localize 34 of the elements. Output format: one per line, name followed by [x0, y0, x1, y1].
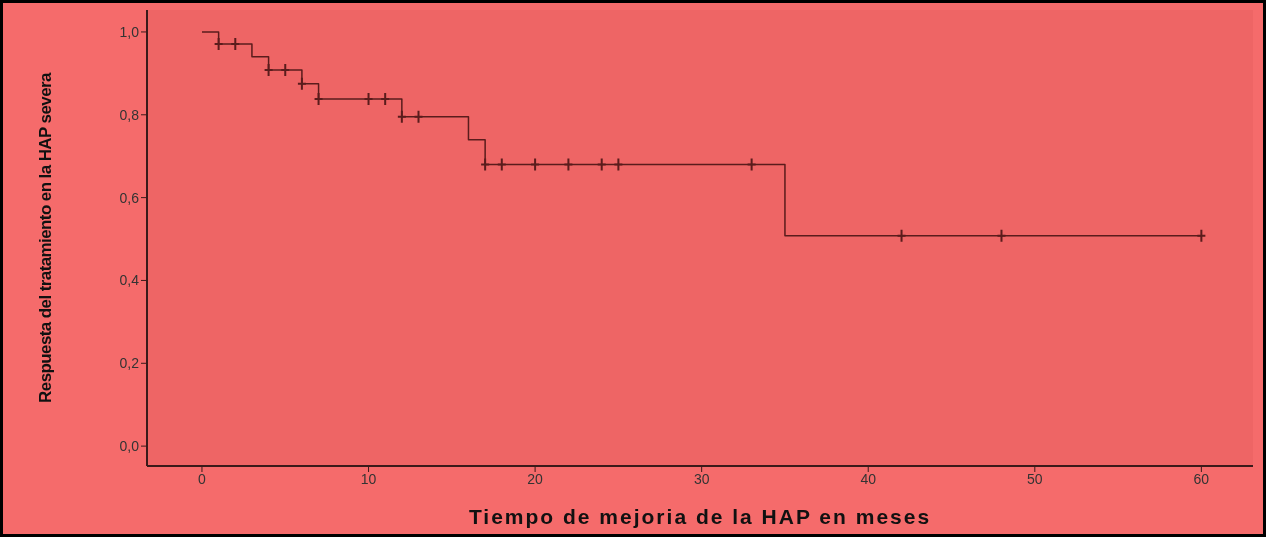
- point: [563, 157, 574, 172]
- y-tick-label: 0,6: [119, 189, 140, 206]
- x-tick-label: 20: [527, 470, 544, 487]
- point: [530, 157, 541, 172]
- point: [413, 109, 424, 124]
- y-tick-label: 0,4: [119, 272, 140, 289]
- point: [363, 92, 374, 107]
- point: [263, 63, 274, 78]
- point: [996, 228, 1007, 243]
- point: [296, 76, 307, 91]
- point: [280, 63, 291, 78]
- point: [480, 157, 491, 172]
- y-tick-label: 1,0: [119, 23, 140, 40]
- point: [746, 157, 757, 172]
- point: [896, 228, 907, 243]
- point: [380, 92, 391, 107]
- y-axis-title: Respuesta del tratamiento en la HAP severa: [36, 71, 56, 403]
- x-tick-label: 40: [860, 470, 877, 487]
- x-tick-label: 50: [1027, 470, 1043, 487]
- y-tick-label: 0,2: [119, 355, 140, 372]
- x-tick-label: 30: [693, 470, 710, 487]
- point: [313, 92, 324, 107]
- x-tick-label: 0: [198, 470, 207, 487]
- x-tick-label: 60: [1193, 470, 1210, 487]
- y-tick-label: 0,8: [119, 106, 140, 123]
- point: [613, 157, 624, 172]
- point: [213, 36, 224, 51]
- point: [230, 36, 241, 51]
- x-tick-label: 10: [360, 470, 377, 487]
- x-axis-title: Tiempo de mejoria de la HAP en meses: [468, 505, 932, 528]
- y-tick-label: 0,0: [119, 438, 140, 455]
- point: [596, 157, 607, 172]
- point: [496, 157, 507, 172]
- point: [396, 109, 407, 124]
